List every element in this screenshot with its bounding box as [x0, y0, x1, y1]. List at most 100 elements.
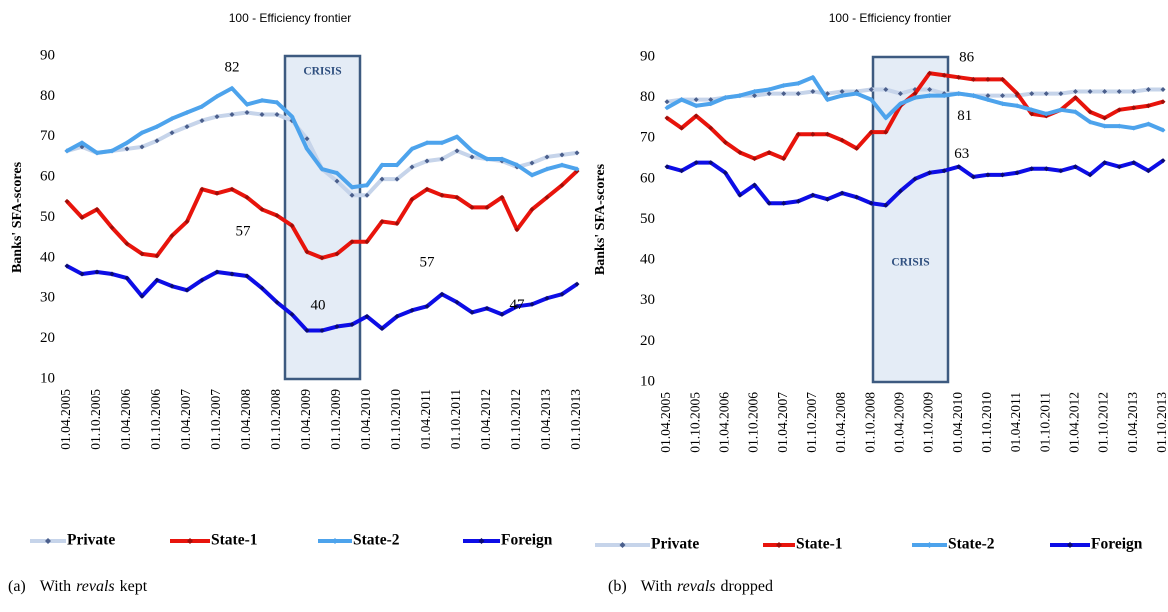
x-tick-label: 01.10.2012 [508, 389, 523, 450]
point [1087, 119, 1093, 125]
chart-title: 100 - Efficiency frontier [829, 11, 952, 25]
point [1102, 115, 1108, 121]
point [1000, 76, 1006, 82]
point [184, 219, 190, 225]
point [454, 194, 460, 200]
x-tick-label: 01.10.2006 [148, 389, 163, 450]
point [124, 146, 130, 152]
chart-title: 100 - Efficiency frontier [229, 11, 352, 25]
caption-part: With [641, 578, 672, 595]
point [274, 99, 280, 105]
x-tick-label: 01.04.2006 [118, 389, 133, 450]
point [229, 85, 235, 91]
y-axis-label: Banks' SFA-scores [10, 161, 25, 273]
point [199, 103, 205, 109]
point [289, 223, 295, 229]
point [169, 116, 175, 122]
point [1029, 166, 1035, 172]
point [1131, 89, 1137, 95]
y-tick-label: 80 [640, 89, 655, 105]
point [304, 146, 310, 152]
point [693, 103, 699, 109]
point [139, 130, 145, 136]
point [781, 82, 787, 88]
point [1145, 121, 1151, 127]
point [956, 74, 962, 80]
point [1087, 172, 1093, 178]
point [941, 72, 947, 78]
point [454, 134, 460, 140]
point [752, 93, 758, 99]
point [985, 76, 991, 82]
point [868, 200, 874, 206]
point [1131, 125, 1137, 131]
point [1116, 123, 1122, 129]
point [795, 131, 801, 137]
point [259, 285, 265, 291]
point [514, 227, 520, 233]
value-label: 47 [510, 297, 526, 313]
point [94, 150, 100, 156]
legend-marker [619, 542, 626, 548]
point [824, 196, 830, 202]
point [941, 168, 947, 174]
point [795, 80, 801, 86]
x-tick-label: 01.10.2007 [804, 392, 819, 453]
point [766, 200, 772, 206]
x-tick-label: 01.10.2010 [388, 389, 403, 450]
point [64, 263, 70, 269]
point [214, 114, 220, 120]
point [883, 129, 889, 135]
point [781, 156, 787, 162]
point [708, 160, 714, 166]
value-label: 86 [959, 50, 975, 66]
point [883, 202, 889, 208]
point [349, 184, 355, 190]
point [64, 198, 70, 204]
point [379, 176, 385, 182]
legend-label: State-1 [796, 536, 843, 553]
point [1131, 160, 1137, 166]
legend-marker [332, 538, 338, 544]
point [664, 99, 670, 105]
point [544, 166, 550, 172]
point [1043, 91, 1049, 97]
legend-marker [926, 542, 933, 548]
point [1058, 91, 1064, 97]
point [349, 192, 355, 198]
point [1014, 170, 1020, 176]
point [1072, 95, 1078, 101]
point [274, 299, 280, 305]
point [679, 125, 685, 131]
legend-marker [776, 542, 782, 548]
x-tick-label: 01.04.2012 [478, 389, 493, 450]
point [379, 162, 385, 168]
point [334, 178, 340, 184]
point [1014, 91, 1020, 97]
x-tick-label: 01.10.2013 [1154, 392, 1168, 453]
value-label: 82 [225, 60, 240, 76]
point [1087, 89, 1093, 95]
chart: 100 - Efficiency frontier Banks' SFA-scor… [593, 11, 1168, 595]
point [424, 158, 430, 164]
y-tick-label: 20 [640, 333, 655, 349]
legend-label: Foreign [1091, 536, 1143, 553]
point [274, 212, 280, 218]
x-tick-label: 01.04.2008 [833, 392, 848, 453]
point [559, 162, 565, 168]
x-tick-label: 01.04.2008 [238, 389, 253, 450]
point [781, 91, 787, 97]
point [319, 328, 325, 334]
x-tick-label: 01.10.2008 [268, 389, 283, 450]
point [499, 311, 505, 317]
point [574, 150, 580, 156]
point [941, 93, 947, 99]
point [199, 118, 205, 124]
point [469, 154, 475, 160]
point [469, 204, 475, 210]
point [364, 182, 370, 188]
legend-label: Foreign [501, 532, 553, 549]
point [1000, 93, 1006, 99]
point [229, 186, 235, 192]
point [139, 293, 145, 299]
